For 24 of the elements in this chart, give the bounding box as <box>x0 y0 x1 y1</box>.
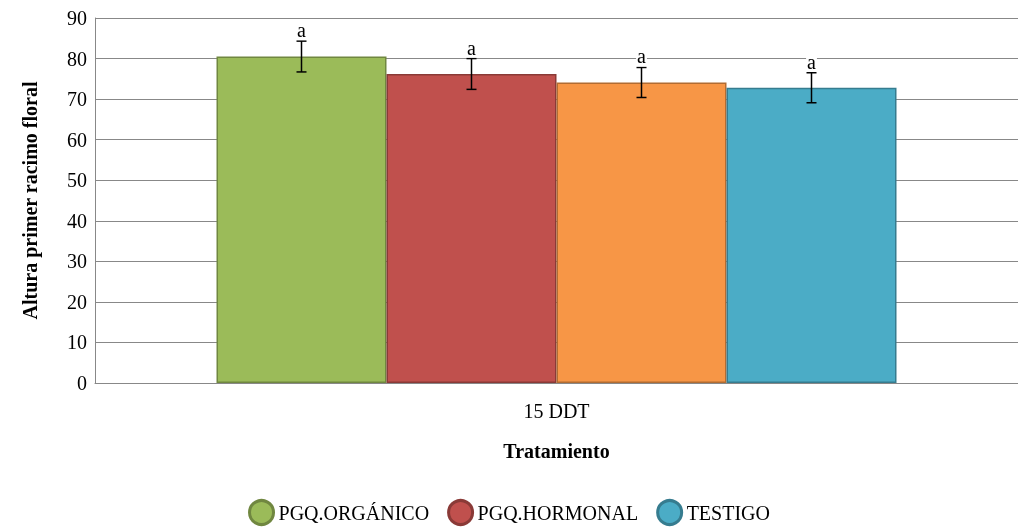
bar <box>556 82 727 383</box>
legend-label: PGQ.HORMONAL <box>477 501 639 524</box>
y-tick-label: 0 <box>77 372 87 394</box>
y-tick-label: 10 <box>67 331 87 354</box>
data-label: a <box>637 45 647 68</box>
x-axis-title: Tratamiento <box>503 440 610 462</box>
y-tick-label: 30 <box>67 250 87 273</box>
bar <box>216 56 387 383</box>
y-tick-label: 80 <box>67 47 87 70</box>
x-tick-label: 15 DDT <box>523 400 590 422</box>
legend-label: TESTIGO <box>686 501 770 524</box>
data-label: a <box>297 19 307 42</box>
y-tick-label: 60 <box>67 128 87 151</box>
data-label: a <box>467 36 477 59</box>
y-tick-label: 90 <box>67 7 87 29</box>
y-axis-title: Altura primer racimo floral <box>19 81 42 320</box>
y-tick-label: 20 <box>67 290 87 313</box>
y-tick-label: 40 <box>67 209 87 232</box>
y-tick-label: 70 <box>67 88 87 111</box>
bar <box>386 73 557 383</box>
bar <box>726 87 897 383</box>
y-tick-label: 50 <box>67 169 87 192</box>
data-label: a <box>807 50 817 73</box>
legend-label: PGQ.ORGÁNICO <box>278 501 430 524</box>
